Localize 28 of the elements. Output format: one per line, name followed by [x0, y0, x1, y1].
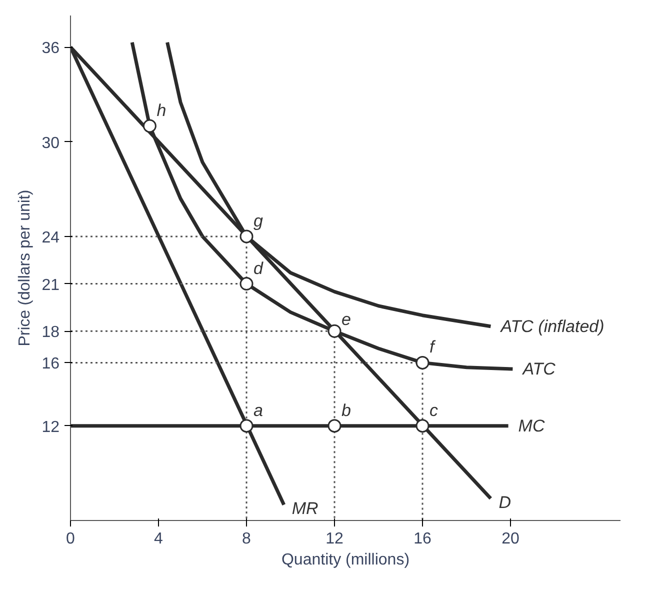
annotation: h [156, 100, 166, 120]
y-axis-title: Price (dollars per unit) [16, 190, 34, 346]
annotation: e [342, 310, 351, 330]
x-axis-title: Quantity (millions) [281, 552, 410, 568]
series-label: MC [518, 416, 546, 436]
annotation: c [430, 400, 438, 420]
y-tick-label: 16 [42, 356, 60, 373]
x-tick-label: 4 [154, 530, 164, 548]
annotation: a [254, 400, 263, 420]
annotation: f [430, 338, 436, 357]
x-tick-label: 0 [66, 530, 76, 548]
y-tick-label: 12 [42, 418, 60, 436]
annotation: d [254, 258, 264, 278]
x-tick-label: 12 [326, 530, 344, 548]
series-label: ATC (inflated) [500, 316, 604, 336]
annotation: b [342, 400, 351, 420]
y-tick-label: 21 [42, 276, 60, 294]
x-tick-label: 20 [502, 530, 520, 548]
x-tick-label: 16 [414, 530, 432, 548]
y-tick-label: 24 [42, 229, 60, 246]
series-label: MR [292, 499, 318, 518]
series-label: D [498, 492, 511, 512]
y-tick-label: 30 [42, 134, 60, 152]
annotation: g [254, 211, 264, 230]
y-tick-label: 18 [42, 324, 60, 342]
series-label: ATC [522, 360, 556, 378]
y-tick-label: 36 [42, 40, 60, 58]
x-tick-label: 8 [242, 530, 252, 548]
